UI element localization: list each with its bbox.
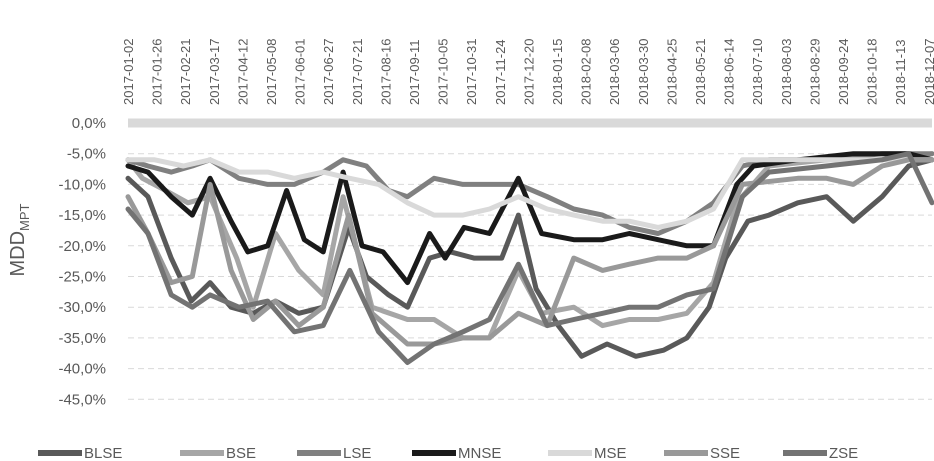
x-tick-label: 2018-03-06 bbox=[607, 39, 622, 106]
x-tick-label: 2017-05-08 bbox=[264, 39, 279, 106]
series-lines bbox=[125, 151, 934, 365]
x-tick-label: 2018-01-15 bbox=[550, 39, 565, 106]
legend-label: MNSE bbox=[458, 445, 501, 461]
legend-label: BSE bbox=[226, 445, 256, 461]
series-line-sse bbox=[125, 157, 934, 347]
y-tick-label: -20,0% bbox=[58, 238, 106, 255]
x-tick-label: 2018-06-14 bbox=[722, 39, 737, 106]
x-tick-label: 2017-08-16 bbox=[378, 39, 393, 106]
y-tick-label: -25,0% bbox=[58, 269, 106, 286]
x-tick-label: 2017-10-31 bbox=[464, 39, 479, 106]
y-tick-label: 0,0% bbox=[72, 115, 106, 132]
y-tick-label: -5,0% bbox=[67, 146, 106, 163]
x-tick-label: 2017-10-05 bbox=[436, 39, 451, 106]
x-tick-label: 2017-12-20 bbox=[521, 39, 536, 106]
x-tick-label: 2018-10-18 bbox=[865, 39, 880, 106]
x-tick-label: 2017-03-17 bbox=[207, 39, 222, 106]
y-axis-title: MDDMPT bbox=[7, 203, 32, 276]
legend: BLSE BSE LSE MNSE MSE SSE ZSE bbox=[38, 445, 858, 461]
x-tick-label: 2017-09-11 bbox=[407, 39, 422, 105]
x-tick-label: 2018-07-10 bbox=[750, 39, 765, 106]
y-axis-ticks: 0,0% -5,0% -10,0% -15,0% -20,0% -25,0% -30,0% -… bbox=[58, 115, 106, 408]
x-tick-label: 2017-01-02 bbox=[121, 39, 136, 106]
y-tick-label: -10,0% bbox=[58, 176, 106, 193]
x-tick-label: 2018-02-08 bbox=[579, 39, 594, 106]
series-line-zse bbox=[125, 151, 934, 365]
y-tick-label: -35,0% bbox=[58, 330, 106, 347]
series-line-mse bbox=[125, 157, 934, 230]
x-tick-label: 2017-11-24 bbox=[493, 39, 508, 105]
x-tick-label: 2017-01-26 bbox=[150, 39, 165, 106]
legend-label: MSE bbox=[594, 445, 627, 461]
legend-label: LSE bbox=[343, 445, 371, 461]
legend-label: BLSE bbox=[84, 445, 122, 461]
x-tick-label: 2018-11-13 bbox=[893, 39, 908, 105]
x-axis-ticks: 2017-01-02 2017-01-26 2017-02-21 2017-03-17… bbox=[121, 39, 934, 106]
x-tick-label: 2018-08-29 bbox=[807, 39, 822, 106]
y-tick-label: -45,0% bbox=[58, 391, 106, 408]
series-line-mnse bbox=[125, 151, 934, 286]
x-tick-label: 2018-03-30 bbox=[636, 39, 651, 106]
x-tick-label: 2017-02-21 bbox=[178, 39, 193, 106]
y-tick-label: -15,0% bbox=[58, 207, 106, 224]
x-tick-label: 2018-12-07 bbox=[922, 39, 934, 106]
x-tick-label: 2018-08-03 bbox=[779, 39, 794, 106]
x-tick-label: 2017-04-12 bbox=[235, 39, 250, 106]
x-tick-label: 2018-09-24 bbox=[836, 39, 851, 106]
x-tick-label: 2017-06-27 bbox=[321, 39, 336, 106]
legend-label: ZSE bbox=[829, 445, 858, 461]
x-tick-label: 2017-07-21 bbox=[350, 39, 365, 106]
x-tick-label: 2018-05-21 bbox=[693, 39, 708, 106]
y-tick-label: -30,0% bbox=[58, 299, 106, 316]
x-tick-label: 2018-04-25 bbox=[664, 39, 679, 106]
x-tick-label: 2017-06-01 bbox=[293, 39, 308, 106]
y-tick-label: -40,0% bbox=[58, 361, 106, 378]
legend-label: SSE bbox=[710, 445, 740, 461]
